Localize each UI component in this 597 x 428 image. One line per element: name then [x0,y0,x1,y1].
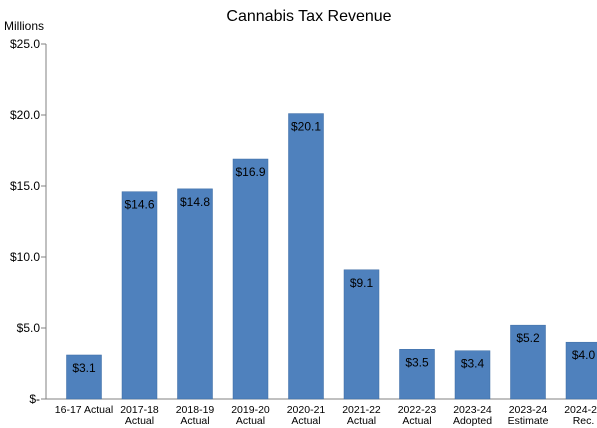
category-label-line: 2021-22 [342,404,381,416]
bar [343,269,380,400]
category-label: 2023-24 Estimate [508,404,549,427]
bar [510,324,546,400]
y-tick-label: $- [29,392,40,406]
category-label-line: Estimate [508,415,549,427]
data-label: $3.4 [461,357,485,371]
category-label-line: 2019-20 [231,404,270,416]
category-label: 2022-23 Actual [398,404,437,427]
category-label: 2019-20 Actual [231,404,270,427]
y-tick-label: $20.0 [10,108,40,122]
bar [177,188,213,400]
category-label-line: Actual [402,415,431,427]
data-label: $14.6 [124,198,154,212]
bar [454,350,491,400]
category-label: 2021-22 Actual [342,404,381,427]
y-tick-label: $10.0 [10,250,40,264]
category-label-line: Rec. [573,415,595,427]
category-label: 2018-19 Actual [176,404,215,427]
y-tick-label: $25.0 [10,37,40,51]
data-label: $3.5 [405,355,429,369]
category-label: 2023-24 Adopted [453,404,492,427]
category-label-line: 2022-23 [398,404,437,416]
data-label: $20.1 [291,120,321,134]
category-label-line: Actual [236,415,265,427]
bars [66,113,597,400]
category-label-line: Adopted [453,415,492,427]
data-labels: $3.1 $14.6 $14.8 $16.9 $20.1 $9.1 $3.5 $3.4 $5.2… [72,120,595,375]
category-label-line: 2020-21 [287,404,326,416]
y-axis-ticks: $- $5.0 $10.0 $15.0 $20.0 $25.0 [10,37,46,406]
category-label-line: 2017-18 [120,404,159,416]
data-label: $3.1 [72,361,96,375]
bar [121,191,158,400]
y-tick-label: $15.0 [10,179,40,193]
category-label-line: Actual [347,415,376,427]
bar [399,349,435,400]
category-label-line: Actual [125,415,154,427]
data-label: $9.1 [350,276,374,290]
category-label: 2017-18 Actual [120,404,159,427]
category-label-line: 2023-24 [453,404,492,416]
data-label: $16.9 [235,165,265,179]
category-label-line: 2024-25 [564,404,597,416]
category-label-line: Actual [180,415,209,427]
category-label: 2024-25Rec. [564,404,597,427]
bar [232,158,269,400]
bar [66,354,102,400]
bar [288,113,324,400]
data-label: $5.2 [516,331,540,345]
category-label: 16-17 Actual [55,404,113,416]
category-label-line: 2023-24 [509,404,548,416]
y-tick-label: $5.0 [17,321,41,335]
category-label-line: 16-17 Actual [55,404,113,416]
data-label: $14.8 [180,195,210,209]
category-label-line: 2018-19 [176,404,215,416]
category-label-line: Actual [291,415,320,427]
chart-title: Cannabis Tax Revenue [226,8,391,25]
data-label: $4.0 [572,348,596,362]
y-axis-unit-label: Millions [4,19,44,33]
category-label: 2020-21 Actual [287,404,326,427]
bar [565,341,597,400]
